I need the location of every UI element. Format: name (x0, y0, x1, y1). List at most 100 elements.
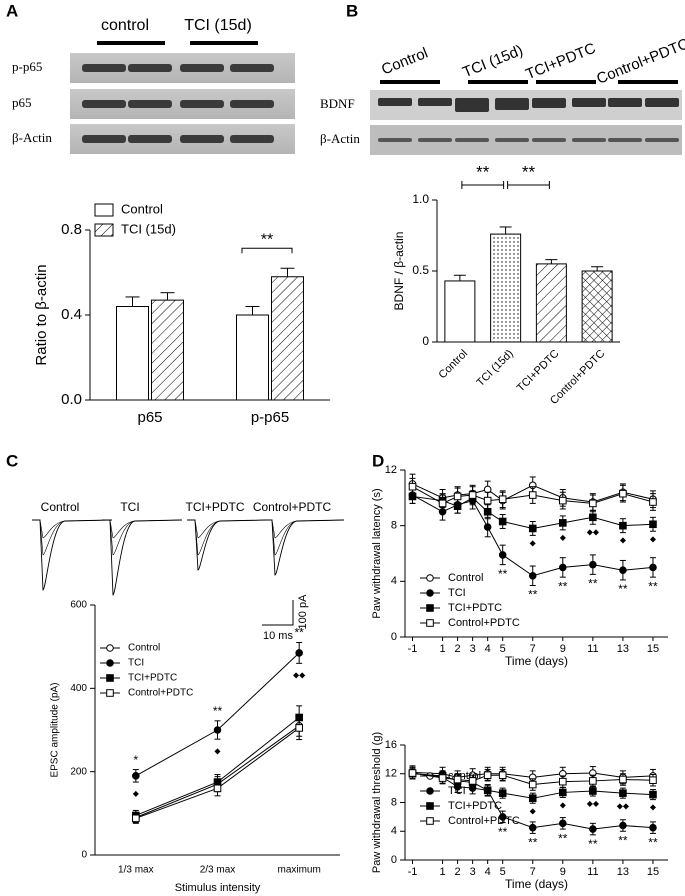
bar (116, 306, 149, 401)
point (498, 813, 507, 821)
blot-band (418, 98, 452, 106)
y-tick-label: 12 (385, 464, 397, 476)
x-axis-label: Time (days) (505, 654, 568, 668)
blot-band (608, 98, 642, 107)
x-axis-label: Stimulus intensity (175, 882, 261, 894)
significance-label: ** (261, 231, 273, 248)
point (528, 491, 537, 499)
point (589, 777, 597, 785)
legend-label: TCI (448, 587, 466, 599)
point (528, 780, 537, 789)
trace-label: Control+PDTC (253, 500, 332, 514)
point (528, 794, 537, 802)
point (649, 563, 657, 572)
blot-group-label: TCI (15d) (184, 17, 252, 34)
point (589, 499, 597, 508)
point (619, 489, 627, 498)
significance-diamond: ◆◆ (617, 801, 630, 810)
point (619, 521, 627, 530)
blot-band (82, 135, 126, 143)
significance-star: * (133, 753, 138, 767)
y-tick-label: 0.0 (61, 391, 82, 408)
blot-band (572, 138, 606, 142)
significance-star: ** (618, 833, 628, 847)
blot-band (572, 98, 606, 107)
blot-band (128, 135, 172, 143)
x-tick-label: 1 (440, 643, 446, 655)
blot-band (645, 138, 679, 142)
point (295, 649, 303, 657)
significance-diamond: ◆ (530, 539, 537, 548)
x-tick-label: 13 (617, 866, 629, 878)
blot-band (455, 98, 489, 112)
blot-band (455, 138, 489, 142)
blot-band (180, 135, 224, 143)
point (559, 819, 567, 828)
y-tick-label: 200 (70, 766, 87, 777)
x-tick-label: Control (436, 348, 470, 382)
blot-band (378, 138, 412, 142)
panel-label: A (6, 1, 18, 20)
blot-band (82, 100, 126, 108)
x-tick-label: maximum (277, 865, 320, 876)
x-tick-label: 4 (485, 643, 491, 655)
legend-marker (426, 817, 434, 825)
significance-star: ** (558, 579, 568, 593)
point (559, 788, 567, 797)
significance-diamond: ◆ (214, 746, 221, 755)
x-tick-label: -1 (408, 866, 418, 878)
blot-band (230, 100, 274, 108)
series-line (135, 727, 300, 819)
blot-band (180, 64, 224, 72)
legend-marker (426, 619, 434, 627)
point (559, 496, 567, 505)
point (649, 776, 657, 785)
x-tick-label: 1 (440, 866, 446, 878)
trace (264, 519, 345, 576)
trace (187, 519, 268, 539)
blot-row-label: p-p65 (12, 59, 42, 74)
blot-row-label: β-Actin (12, 130, 52, 145)
legend-marker (426, 604, 434, 612)
x-tick-label: -1 (408, 643, 418, 655)
blot-group-label: TCI (15d) (460, 42, 525, 81)
significance-star: ** (648, 579, 658, 593)
significance-star: ** (588, 837, 598, 851)
point (295, 724, 303, 732)
point (468, 491, 477, 499)
y-tick-label: 0 (422, 334, 429, 348)
legend-marker (106, 689, 114, 697)
point (589, 825, 597, 833)
blot-band (128, 64, 172, 72)
x-tick-label: 1/3 max (118, 865, 154, 876)
x-tick-label: 7 (530, 643, 536, 655)
legend-marker (426, 787, 434, 795)
y-axis-label: Paw withdrawal latency (s) (371, 488, 383, 618)
y-tick-label: 1.0 (412, 192, 429, 206)
point (619, 775, 627, 784)
legend-label: Control+PDTC (128, 688, 193, 699)
panel-label: D (372, 451, 384, 470)
significance-diamond: ◆ (650, 534, 657, 543)
point (528, 823, 537, 832)
significance-star: ** (294, 626, 304, 640)
point (468, 777, 477, 785)
bar (581, 270, 613, 343)
point (438, 499, 447, 508)
legend-marker (426, 574, 434, 582)
blot-group-label: Control+PDTC (594, 35, 685, 88)
blot-band (532, 138, 566, 142)
point (498, 551, 507, 559)
point (132, 772, 140, 780)
point (213, 784, 222, 793)
point (498, 517, 507, 526)
point (528, 524, 537, 533)
blot-band (180, 100, 224, 108)
scale-label: 100 pA (297, 594, 309, 630)
significance-diamond: ◆◆ (587, 799, 600, 808)
trace (264, 519, 345, 539)
x-tick-label: 11 (587, 866, 598, 878)
point (559, 519, 567, 527)
point (483, 786, 492, 795)
significance-star: ** (528, 588, 538, 602)
